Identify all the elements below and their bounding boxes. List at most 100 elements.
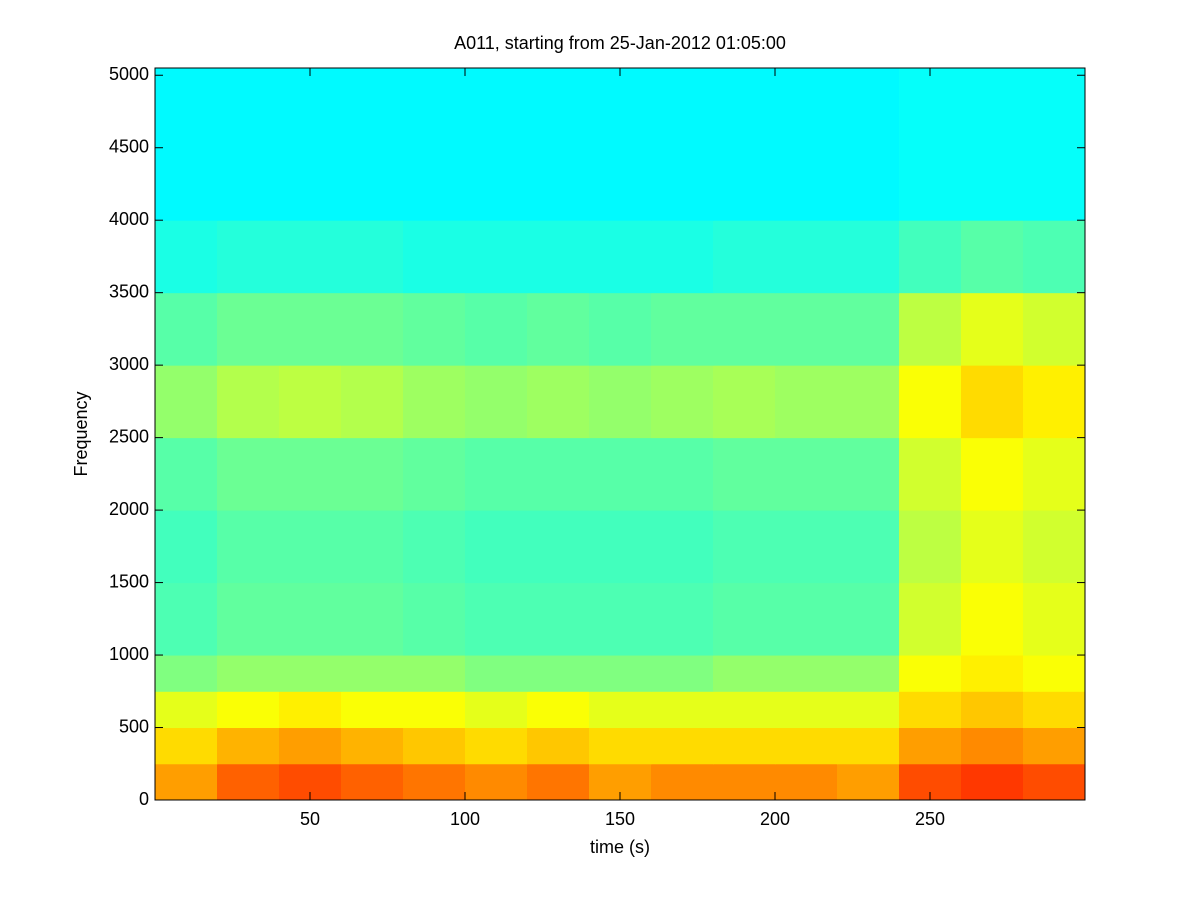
heatmap-cell — [899, 655, 962, 692]
heatmap-cell — [1023, 582, 1086, 656]
heatmap-cell — [837, 691, 900, 729]
heatmap-cell — [713, 727, 776, 765]
heatmap-cell — [279, 437, 342, 511]
heatmap-cell — [837, 582, 900, 656]
heatmap-cell — [341, 365, 404, 439]
heatmap-cell — [465, 220, 528, 294]
heatmap-cell — [217, 655, 280, 692]
heatmap-cell — [837, 365, 900, 439]
heatmap-cell — [651, 510, 714, 584]
heatmap-cell — [775, 68, 838, 221]
heatmap-cell — [589, 655, 652, 692]
heatmap-cell — [403, 292, 466, 366]
heatmap-cell — [837, 292, 900, 366]
heatmap-cell — [279, 68, 342, 221]
heatmap-cell — [651, 220, 714, 294]
heatmap-cell — [341, 220, 404, 294]
heatmap-cell — [155, 655, 218, 692]
heatmap-cell — [775, 510, 838, 584]
heatmap-cell — [217, 510, 280, 584]
heatmap-cell — [527, 727, 590, 765]
heatmap-cell — [651, 691, 714, 729]
heatmap-cell — [1023, 365, 1086, 439]
heatmap-cell — [155, 365, 218, 439]
heatmap-cell — [589, 437, 652, 511]
heatmap-cell — [465, 691, 528, 729]
heatmap-cell — [403, 727, 466, 765]
heatmap-cell — [775, 691, 838, 729]
heatmap-cell — [589, 292, 652, 366]
y-tick-label: 5000 — [109, 64, 149, 84]
heatmap-cell — [279, 292, 342, 366]
heatmap-cell — [403, 437, 466, 511]
heatmap-cell — [651, 68, 714, 221]
y-tick-label: 2500 — [109, 426, 149, 446]
heatmap-cell — [961, 220, 1024, 294]
heatmap-cell — [961, 510, 1024, 584]
heatmap-cell — [155, 510, 218, 584]
y-tick-label: 2000 — [109, 499, 149, 519]
y-tick-label: 500 — [119, 716, 149, 736]
heatmap-cell — [341, 292, 404, 366]
heatmap-cell — [899, 365, 962, 439]
heatmap-cell — [403, 763, 466, 801]
heatmap-cell — [961, 437, 1024, 511]
heatmap-cell — [713, 691, 776, 729]
heatmap-cell — [465, 68, 528, 221]
heatmap-cell — [899, 292, 962, 366]
heatmap-cell — [403, 365, 466, 439]
heatmap-cell — [899, 220, 962, 294]
heatmap-cell — [217, 727, 280, 765]
y-tick-label: 1500 — [109, 571, 149, 591]
heatmap-cell — [961, 582, 1024, 656]
heatmap-cell — [775, 437, 838, 511]
heatmap-cell — [1023, 220, 1086, 294]
heatmap-cell — [403, 582, 466, 656]
heatmap-cell — [713, 220, 776, 294]
heatmap-cell — [465, 437, 528, 511]
heatmap-cell — [589, 582, 652, 656]
heatmap-cell — [403, 510, 466, 584]
heatmap-cell — [217, 691, 280, 729]
heatmap-cell — [217, 437, 280, 511]
heatmap-cell — [1023, 437, 1086, 511]
heatmap-cell — [279, 510, 342, 584]
heatmap-cell — [775, 727, 838, 765]
heatmap-cell — [217, 68, 280, 221]
heatmap-cell — [899, 510, 962, 584]
heatmap-cell — [155, 727, 218, 765]
heatmap-cell — [961, 727, 1024, 765]
heatmap-cell — [465, 727, 528, 765]
heatmap-cell — [465, 510, 528, 584]
heatmap-cell — [713, 437, 776, 511]
heatmap-cell — [775, 582, 838, 656]
heatmap-cell — [155, 763, 218, 801]
heatmap-cell — [713, 292, 776, 366]
heatmap-cell — [589, 510, 652, 584]
heatmap-cell — [713, 68, 776, 221]
heatmap-cell — [775, 220, 838, 294]
heatmap-cell — [961, 763, 1024, 801]
heatmap-cell — [279, 220, 342, 294]
heatmap-cell — [403, 655, 466, 692]
heatmap-cell — [651, 292, 714, 366]
heatmap-cell — [589, 220, 652, 294]
heatmap-cell — [527, 220, 590, 294]
x-tick-label: 200 — [760, 809, 790, 829]
heatmap-cell — [465, 655, 528, 692]
heatmap-cell — [279, 691, 342, 729]
heatmap-cell — [589, 691, 652, 729]
heatmap-cell — [651, 763, 714, 801]
heatmap-cell — [341, 582, 404, 656]
heatmap-cell — [713, 763, 776, 801]
heatmap-cell — [961, 68, 1024, 221]
heatmap-cell — [899, 727, 962, 765]
y-tick-label: 0 — [139, 789, 149, 809]
heatmap-cell — [403, 220, 466, 294]
heatmap-cell — [403, 691, 466, 729]
heatmap-cell — [837, 727, 900, 765]
heatmap-cell — [961, 655, 1024, 692]
heatmap-cell — [1023, 655, 1086, 692]
heatmap-cell — [341, 68, 404, 221]
